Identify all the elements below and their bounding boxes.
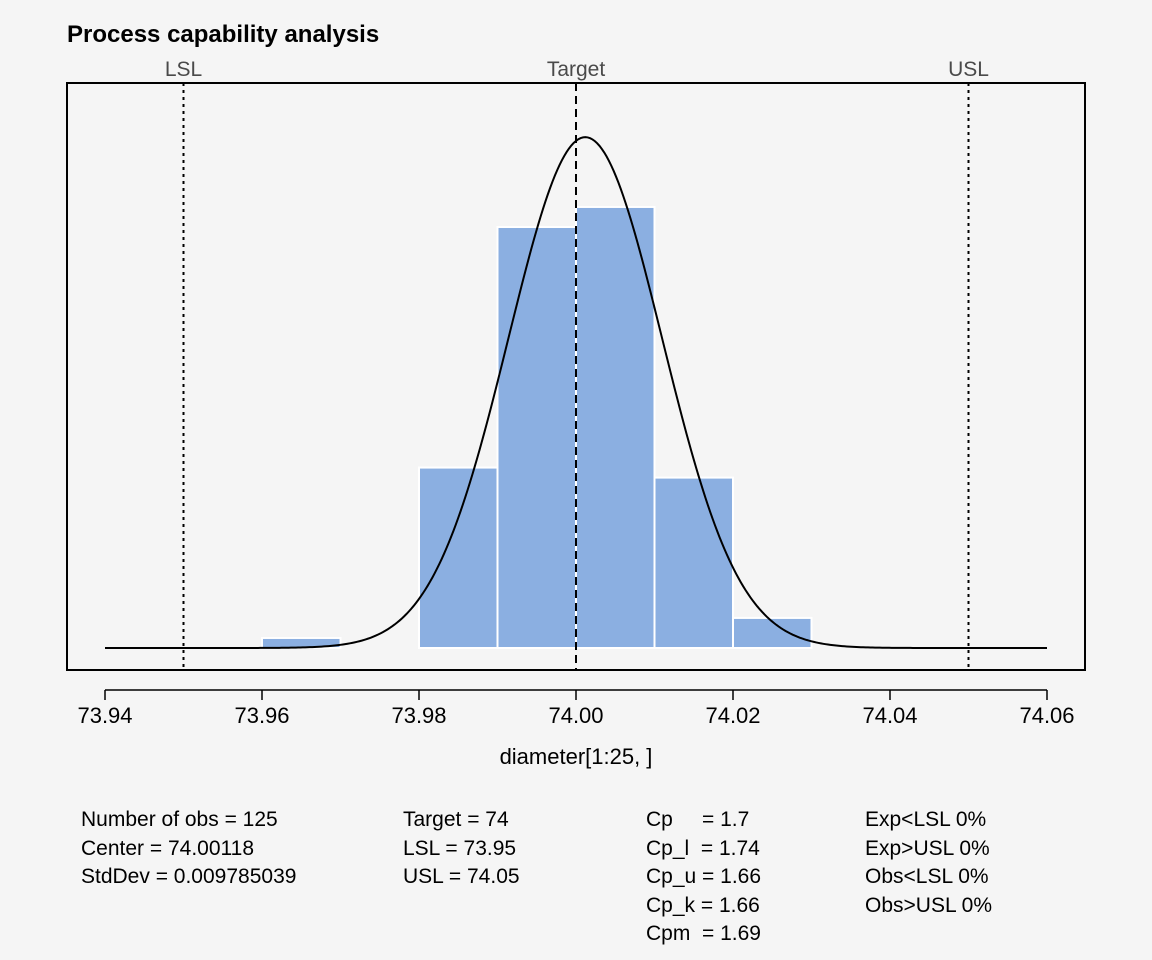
stats-column-percent-out-of-spec: Exp<LSL 0% Exp>USL 0% Obs<LSL 0% Obs>USL 0%: [865, 806, 992, 920]
stats-line: Obs<LSL 0%: [865, 865, 989, 889]
stats-column-capability-indices: Cp = 1.7 Cp_l = 1.74 Cp_u = 1.66 Cp_k = 1.6…: [646, 806, 761, 949]
x-tick-label: 73.98: [391, 703, 446, 728]
stats-line: Cpm = 1.69: [646, 922, 761, 946]
stats-line: LSL = 73.95: [403, 836, 517, 860]
histogram-bar: [418, 466, 499, 649]
x-tick-label: 73.96: [234, 703, 289, 728]
stats-line: USL = 74.05: [403, 865, 520, 889]
histogram-bar: [732, 616, 813, 649]
stats-line: StdDev = 0.009785039: [81, 865, 297, 889]
stats-column-specs: Target = 74 LSL = 73.95 USL = 74.05: [403, 806, 520, 892]
chart-title: Process capability analysis: [67, 21, 379, 48]
x-tick-label: 73.94: [77, 703, 132, 728]
stats-line: Cp_u = 1.66: [646, 865, 762, 889]
spec-label-usl: USL: [948, 58, 989, 81]
stats-line: Exp<LSL 0%: [865, 808, 987, 831]
stats-line: Exp>USL 0%: [865, 836, 990, 860]
stats-column-observations: Number of obs = 125 Center = 74.00118 StdD…: [81, 806, 296, 892]
histogram-bar: [575, 205, 656, 650]
stats-line: Center = 74.00118: [81, 836, 254, 860]
stats-line: Cp_l = 1.74: [646, 836, 760, 860]
plot-layer: LSL Target USL 73.94 73.96 73.98 74.00 74.02 74.…: [66, 58, 1086, 728]
plot-frame: [66, 82, 1086, 671]
spec-label-lsl: LSL: [165, 58, 202, 81]
x-axis-title: diameter[1:25, ]: [500, 744, 653, 769]
x-tick-label: 74.06: [1019, 703, 1074, 728]
stats-line: Cp = 1.7: [646, 808, 750, 831]
stats-line: Target = 74: [403, 808, 509, 831]
x-tick-label: 74.00: [548, 703, 603, 728]
x-tick-label: 74.04: [862, 703, 917, 728]
stats-line: Cp_k = 1.66: [646, 893, 760, 917]
histogram-bar: [496, 226, 577, 649]
stats-line: Number of obs = 125: [81, 808, 278, 831]
histogram-bar: [653, 476, 734, 649]
stats-line: Obs>USL 0%: [865, 893, 993, 917]
x-tick-label: 74.02: [705, 703, 760, 728]
spec-label-target: Target: [547, 58, 606, 81]
